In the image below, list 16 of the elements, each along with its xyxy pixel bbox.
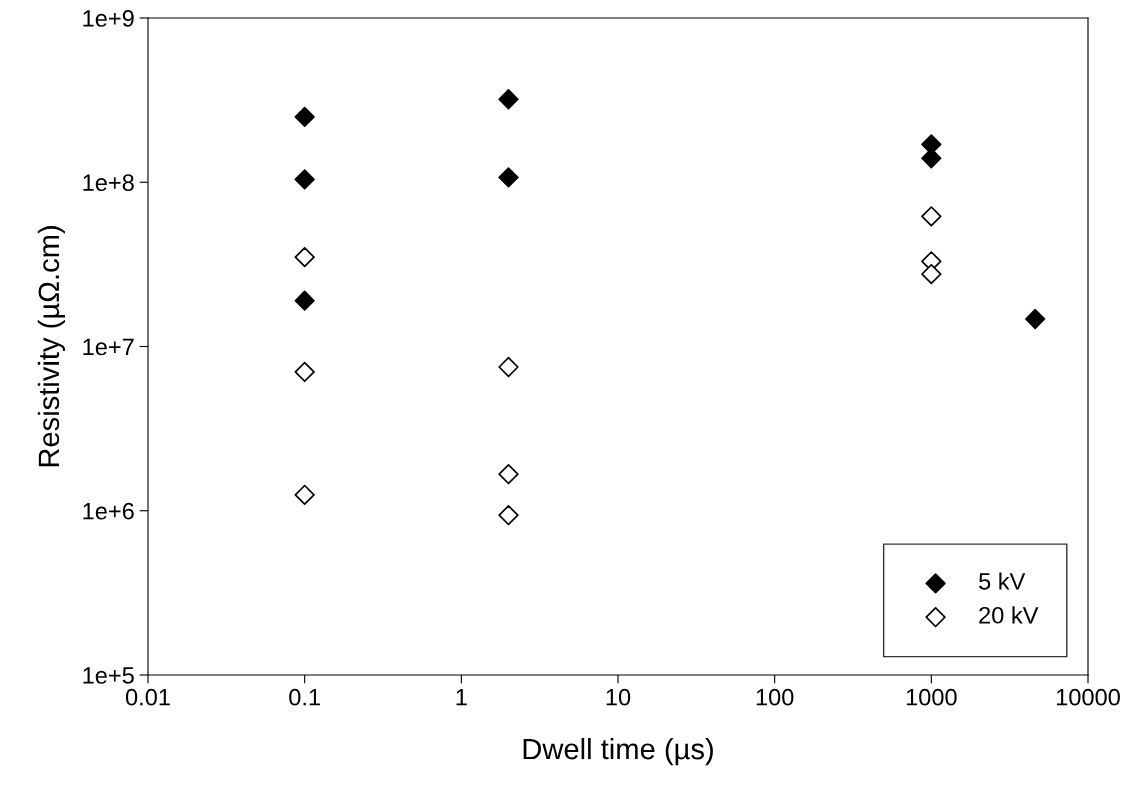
x-tick-label: 1 (456, 689, 467, 706)
legend-label: 20 kV (979, 606, 1039, 624)
x-tick-label: 10000 (1056, 688, 1120, 706)
y-axis-title: Resistivity (µΩ.cm) (37, 226, 65, 467)
y-tick-label: 1e+6 (83, 502, 134, 520)
x-tick-label: 10 (606, 688, 631, 706)
x-axis-title: Dwell time (µs) (523, 737, 713, 766)
y-tick-label: 1e+8 (83, 174, 134, 192)
y-tick-label: 1e+9 (83, 10, 134, 27)
y-tick-label: 1e+5 (83, 667, 134, 684)
x-tick-label: 100 (756, 688, 794, 706)
x-tick-label: 1000 (906, 688, 957, 706)
y-tick-label: 1e+7 (83, 338, 134, 356)
x-tick-label: 0.01 (125, 688, 170, 706)
legend-label: 5 kV (979, 572, 1026, 590)
x-tick-label: 0.1 (289, 688, 320, 706)
